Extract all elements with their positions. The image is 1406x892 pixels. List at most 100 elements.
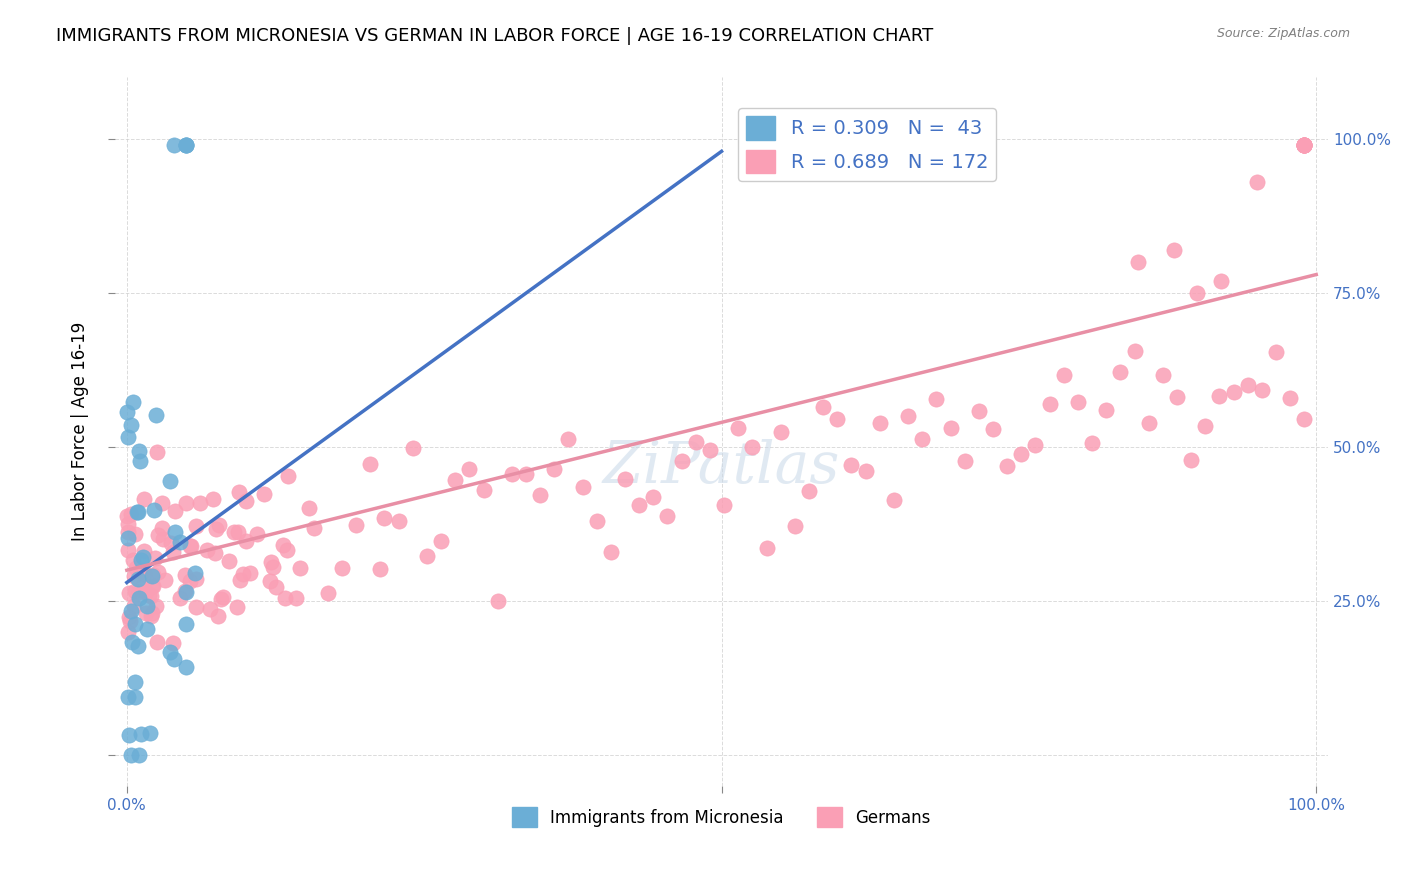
Point (643, 490, 665, 504)
Point (827, 412, 849, 426)
Point (253, 486, 276, 500)
Point (186, 518, 208, 533)
Point (316, 586, 339, 600)
Point (162, 635, 184, 649)
Point (145, 599, 167, 613)
Point (125, 561, 148, 575)
Point (1251, 383, 1274, 397)
Point (727, 421, 749, 435)
Point (373, 510, 395, 524)
Point (190, 496, 212, 510)
Point (197, 543, 219, 558)
Point (134, 492, 156, 507)
Point (1180, 453, 1202, 467)
Point (1246, 175, 1268, 189)
Point (184, 566, 207, 580)
Point (163, 138, 186, 153)
Point (1137, 416, 1160, 430)
Point (599, 545, 621, 559)
Point (1163, 243, 1185, 257)
Point (276, 542, 298, 557)
Point (271, 538, 294, 552)
Point (176, 659, 198, 673)
Point (330, 561, 353, 575)
Point (124, 674, 146, 689)
Point (1208, 389, 1230, 403)
Point (135, 599, 157, 614)
Point (145, 408, 167, 422)
Point (1126, 255, 1149, 269)
Point (1279, 391, 1302, 405)
Point (124, 527, 146, 541)
Point (186, 572, 208, 586)
Point (163, 652, 186, 666)
Point (444, 474, 467, 488)
Point (232, 567, 254, 582)
Point (841, 458, 863, 472)
Point (176, 138, 198, 153)
Point (173, 567, 195, 582)
Point (121, 552, 143, 566)
Point (1294, 138, 1316, 153)
Point (180, 539, 202, 553)
Point (128, 591, 150, 606)
Point (184, 600, 207, 615)
Point (235, 493, 257, 508)
Point (121, 605, 143, 619)
Point (953, 454, 976, 468)
Point (1294, 138, 1316, 153)
Point (131, 564, 153, 578)
Point (783, 519, 806, 533)
Point (150, 496, 173, 510)
Point (967, 403, 990, 417)
Point (129, 726, 152, 740)
Point (1294, 138, 1316, 153)
Point (173, 583, 195, 598)
Point (142, 567, 165, 582)
Point (141, 606, 163, 620)
Point (148, 565, 170, 579)
Point (472, 483, 495, 497)
Point (132, 564, 155, 578)
Point (713, 498, 735, 512)
Point (1039, 397, 1062, 411)
Point (169, 591, 191, 605)
Point (1294, 138, 1316, 153)
Point (121, 635, 143, 649)
Point (288, 560, 311, 574)
Point (585, 514, 607, 528)
Point (128, 443, 150, 458)
Point (981, 421, 1004, 435)
Point (925, 392, 948, 406)
Point (222, 525, 245, 540)
Point (128, 747, 150, 762)
Point (458, 462, 481, 476)
Point (124, 616, 146, 631)
Point (176, 138, 198, 153)
Point (855, 464, 877, 478)
Point (122, 599, 145, 614)
Point (515, 467, 537, 482)
Point (274, 591, 297, 605)
Point (152, 532, 174, 546)
Point (135, 585, 157, 599)
Point (769, 425, 792, 439)
Point (127, 505, 149, 519)
Point (811, 400, 834, 414)
Point (122, 569, 145, 583)
Point (266, 580, 288, 594)
Point (132, 577, 155, 591)
Point (755, 541, 778, 555)
Point (1123, 343, 1146, 358)
Point (139, 725, 162, 739)
Point (150, 521, 173, 535)
Point (160, 536, 183, 550)
Legend: Immigrants from Micronesia, Germans: Immigrants from Micronesia, Germans (505, 800, 938, 834)
Point (132, 543, 155, 558)
Point (139, 589, 162, 603)
Point (543, 462, 565, 476)
Point (142, 579, 165, 593)
Point (118, 614, 141, 628)
Point (179, 574, 201, 588)
Point (1294, 138, 1316, 153)
